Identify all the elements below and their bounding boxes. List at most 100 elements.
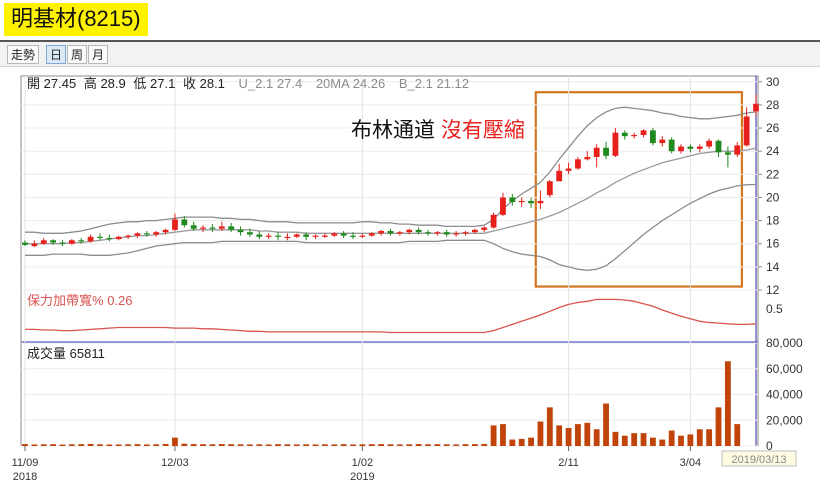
candle-body xyxy=(490,214,497,228)
volume-bar xyxy=(340,444,347,446)
date-tick-label: 2/11 xyxy=(558,457,579,469)
candle-body xyxy=(134,233,141,236)
candle-body xyxy=(359,235,366,237)
candle-body xyxy=(650,130,656,144)
volume-bar xyxy=(462,444,469,446)
candle-body xyxy=(715,140,722,153)
volume-bar xyxy=(556,425,563,446)
volume-bar xyxy=(734,424,741,446)
volume-bar xyxy=(228,444,235,446)
volume-bar xyxy=(518,438,525,446)
candle-body xyxy=(321,235,328,237)
candle-body xyxy=(556,170,563,182)
candle-body xyxy=(209,227,216,229)
date-badge: 2019/03/13 xyxy=(731,454,786,466)
volume-bar xyxy=(593,429,600,446)
candle-body xyxy=(50,240,57,243)
price-tick-label: 22 xyxy=(766,167,780,181)
volume-bar xyxy=(68,444,75,446)
candle-body xyxy=(237,229,244,233)
volume-bar xyxy=(696,429,703,446)
candle-body xyxy=(303,234,310,237)
bandwidth-tick-label: 0.5 xyxy=(766,302,783,316)
candle-body xyxy=(162,229,169,233)
volume-bar xyxy=(284,444,291,446)
volume-bar xyxy=(415,444,422,446)
candle-body xyxy=(181,219,188,226)
candle-body xyxy=(331,233,338,236)
volume-bar xyxy=(603,403,609,446)
price-tick-label: 18 xyxy=(766,214,780,228)
chart-axes: 12 14 16 18 20 22 24 26 28 30 0.5 0 20,000 40,000 60,0… xyxy=(12,75,803,483)
date-tick-label: 11/09 xyxy=(12,457,39,469)
annotation-text: 布林通道 沒有壓縮 xyxy=(351,119,525,142)
volume-bar xyxy=(106,444,113,446)
upper-band-line xyxy=(25,106,757,234)
volume-bar xyxy=(22,444,28,446)
volume-bar xyxy=(650,437,656,446)
candle-body xyxy=(153,232,160,235)
volume-bar xyxy=(453,444,460,446)
candle-body xyxy=(425,232,431,234)
ma-label: 20MA xyxy=(316,76,350,91)
bandwidth-readout: 保力加帶寬% 0.26 xyxy=(27,293,133,308)
volume-bar xyxy=(640,433,647,446)
volume-bar xyxy=(621,435,628,446)
volume-bar xyxy=(368,444,375,446)
volume-tick-label: 60,000 xyxy=(766,362,803,376)
stock-title: 明基材(8215) xyxy=(4,3,148,36)
volume-bar xyxy=(668,430,675,446)
bandwidth-series xyxy=(25,298,757,334)
candle-body xyxy=(443,232,450,235)
tab-monthly[interactable]: 月 xyxy=(88,45,109,64)
volume-bar xyxy=(359,444,366,446)
candle-body xyxy=(350,235,356,237)
lower-band-line xyxy=(25,183,757,271)
candle-body xyxy=(593,147,600,157)
high-label: 高 xyxy=(84,76,97,91)
volume-value: 65811 xyxy=(70,346,105,361)
candle-body xyxy=(312,235,319,237)
candle-body xyxy=(87,236,94,242)
volume-bar xyxy=(143,444,150,446)
year-label: 2018 xyxy=(13,471,37,483)
date-tick-label: 3/04 xyxy=(680,457,701,469)
candle-body xyxy=(621,132,628,137)
volume-bar xyxy=(471,444,478,446)
bandwidth-line xyxy=(25,298,757,334)
candle-body xyxy=(584,156,591,160)
candle-body xyxy=(471,229,478,233)
volume-bar xyxy=(678,435,684,446)
candle-body xyxy=(509,197,516,203)
candle-body xyxy=(687,146,694,149)
open-value: 27.45 xyxy=(44,76,77,91)
candle-body xyxy=(481,227,488,230)
price-tick-label: 28 xyxy=(766,98,780,112)
candle-body xyxy=(200,227,206,229)
candle-body xyxy=(275,235,281,237)
volume-bar xyxy=(481,443,488,446)
price-tick-label: 20 xyxy=(766,190,780,204)
annotation-red: 沒有壓縮 xyxy=(441,119,525,142)
volume-bar xyxy=(275,444,281,446)
volume-bar xyxy=(528,437,534,446)
volume-bar xyxy=(247,444,253,446)
candle-body xyxy=(631,134,638,137)
volume-bar xyxy=(378,444,385,446)
candle-body xyxy=(396,232,403,234)
volume-bar xyxy=(134,444,141,446)
volume-tick-label: 40,000 xyxy=(766,388,803,402)
lower-band-label: B_2.1 xyxy=(399,76,433,91)
candle-body xyxy=(659,139,666,144)
candle-body xyxy=(293,234,300,237)
volume-bar xyxy=(303,444,310,446)
candle-body xyxy=(78,240,85,242)
tab-weekly[interactable]: 周 xyxy=(67,45,88,64)
candle-body xyxy=(743,116,750,146)
volume-bar xyxy=(396,444,403,446)
bandwidth-label: 保力加帶寬% xyxy=(27,293,104,308)
candle-body xyxy=(668,139,675,152)
volume-bar xyxy=(724,361,731,446)
tab-intraday[interactable]: 走勢 xyxy=(7,45,40,64)
tab-daily[interactable]: 日 xyxy=(46,45,67,64)
